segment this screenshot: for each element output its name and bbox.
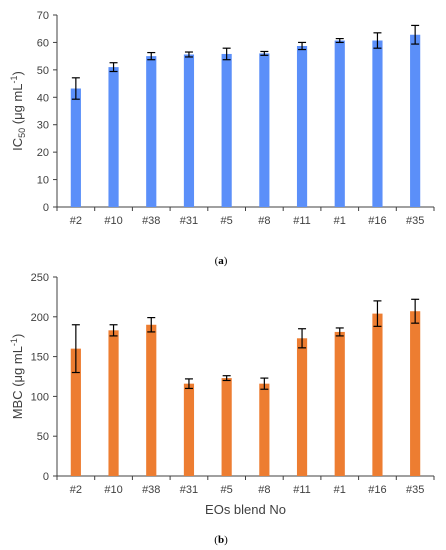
x-tick-label: #10 [104, 215, 122, 227]
x-tick-label: #35 [406, 215, 424, 227]
x-tick-label: #1 [334, 215, 346, 227]
bar [259, 383, 270, 476]
bar [108, 67, 119, 207]
bar [259, 53, 270, 208]
x-tick-label: #35 [406, 484, 424, 496]
x-tick-label: #31 [180, 215, 198, 227]
bar [296, 45, 308, 207]
x-tick-label: #11 [293, 484, 311, 496]
bar [108, 330, 119, 476]
x-tick-label: #11 [293, 215, 311, 227]
y-tick-label: 250 [31, 272, 49, 284]
y-tick-label: 60 [37, 37, 49, 49]
y-tick-label: 20 [37, 147, 49, 159]
panel-label-a: (a) [215, 255, 228, 267]
bar [334, 331, 345, 476]
y-tick-label: 0 [43, 202, 49, 214]
bar [334, 40, 345, 207]
panel-label-b: (b) [214, 534, 228, 546]
y-tick-label: 0 [43, 471, 49, 483]
x-tick-label: #2 [70, 484, 82, 496]
y-tick-label: 40 [37, 92, 49, 104]
bar [146, 56, 157, 208]
x-tick-label: #16 [368, 484, 386, 496]
x-axis-title: EOs blend No [205, 502, 286, 517]
bar [410, 34, 421, 208]
x-tick-label: #5 [221, 215, 233, 227]
y-tick-label: 30 [37, 120, 49, 132]
bar [146, 324, 157, 476]
x-tick-label: #1 [334, 484, 346, 496]
bar [410, 311, 421, 476]
x-tick-label: #10 [104, 484, 122, 496]
x-tick-label: #38 [142, 484, 160, 496]
x-tick-label: #2 [70, 215, 82, 227]
x-tick-label: #16 [368, 215, 386, 227]
bar [372, 40, 383, 207]
y-tick-label: 10 [37, 175, 49, 187]
y-tick-label: 70 [37, 10, 49, 22]
x-tick-label: #5 [221, 484, 233, 496]
bar [221, 53, 232, 207]
y-tick-label: 150 [31, 352, 49, 364]
mbc-chart: 0 50 100 150 200 250 #2 #10 #38 #31 #5 #8 #11 #1 #16 #3… [9, 272, 435, 517]
bar [183, 54, 195, 207]
bar [221, 378, 232, 476]
bar [183, 383, 195, 476]
bar [70, 348, 81, 476]
x-tick-label: #8 [258, 215, 270, 227]
y-tick-label: 100 [31, 391, 49, 403]
y-tick-label: 50 [37, 65, 49, 77]
x-tick-label: #38 [142, 215, 160, 227]
bar [70, 88, 81, 207]
x-tick-label: #31 [180, 484, 198, 496]
x-tick-label: #8 [258, 484, 270, 496]
ic50-chart: 0 10 20 30 40 50 60 70 #2 #10 #38 #31 #5 #8 #11 #1 #16 #3… [9, 10, 435, 227]
bar [296, 338, 308, 476]
y-axis-title: IC50 (μg mL-1) [9, 71, 27, 151]
y-tick-label: 200 [31, 312, 49, 324]
bar [372, 313, 383, 476]
y-tick-label: 50 [37, 431, 49, 443]
y-axis-title: MBC (μg mL-1) [9, 334, 25, 420]
